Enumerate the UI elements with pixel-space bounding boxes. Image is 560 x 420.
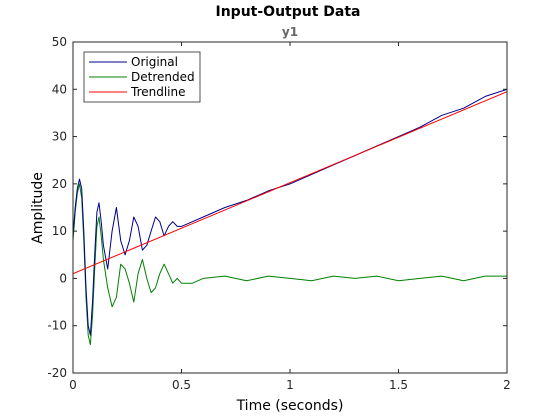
chart-subtitle: y1 <box>282 25 298 39</box>
y-tick-label: 30 <box>52 130 67 144</box>
chart-title: Input-Output Data <box>216 4 361 20</box>
x-tick-label: 1 <box>286 378 294 392</box>
x-tick-label: 0 <box>69 378 77 392</box>
x-tick-label: 1.5 <box>389 378 408 392</box>
y-tick-label: 20 <box>52 177 67 191</box>
series-line-trendline <box>73 91 507 275</box>
y-tick-label: 40 <box>52 82 67 96</box>
ticks-layer: 0 0.5 1 1.5 2 -20 -10 0 10 20 30 40 50 <box>47 35 510 392</box>
y-axis-label: Amplitude <box>30 172 46 244</box>
y-tick-label: -20 <box>47 366 67 380</box>
y-tick-label: -10 <box>47 319 67 333</box>
series-layer <box>73 88 507 346</box>
x-axis-label: Time (seconds) <box>236 398 344 414</box>
legend-entry: Detrended <box>131 70 195 84</box>
x-tick-label: 0.5 <box>172 378 191 392</box>
y-tick-label: 50 <box>52 35 67 49</box>
legend-entry: Original <box>131 55 178 69</box>
x-tick-label: 2 <box>503 378 511 392</box>
y-tick-label: 0 <box>59 271 67 285</box>
series-line-detrended <box>73 183 507 346</box>
legend-entry: Trendline <box>130 85 186 99</box>
y-tick-label: 10 <box>52 224 67 238</box>
